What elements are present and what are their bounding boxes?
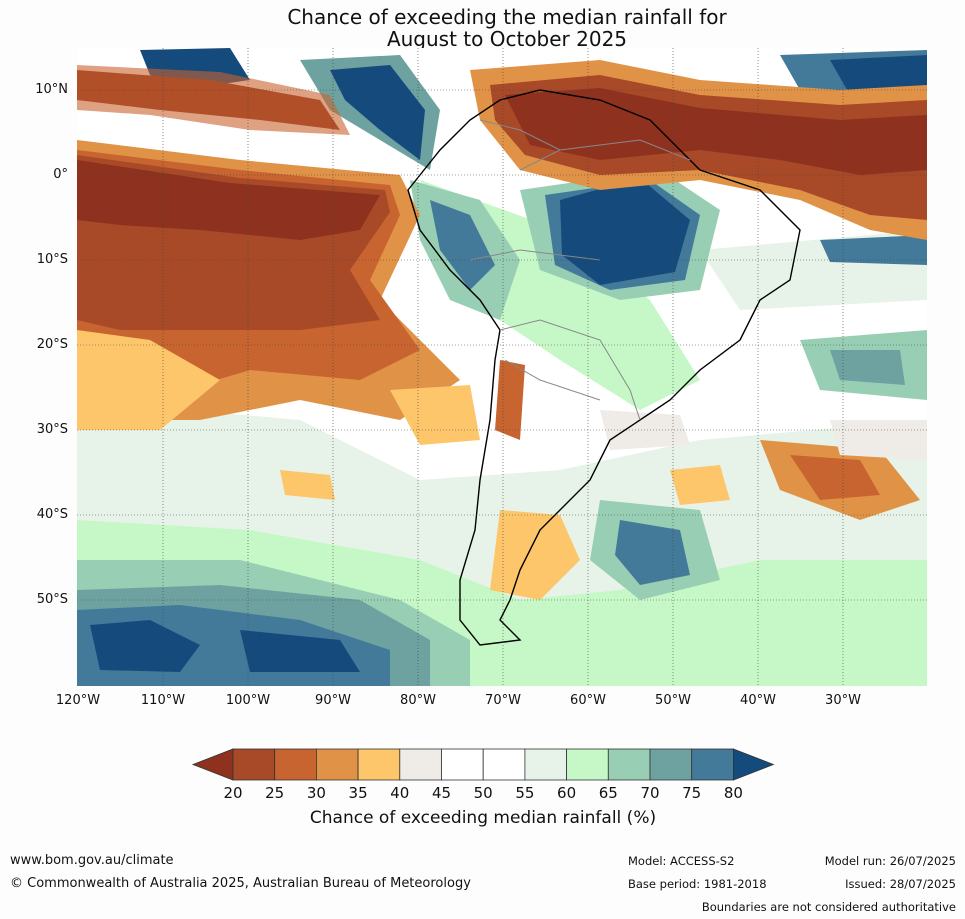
lat-label-30s: 30°S (36, 422, 68, 437)
lat-label-10s: 10°S (36, 252, 68, 267)
colorbar-bin (274, 748, 317, 781)
colorbar-bin (566, 748, 609, 781)
colorbar-bin (232, 748, 276, 781)
colorbar-bin (607, 748, 651, 781)
colorbar-tick-label: 30 (306, 784, 326, 802)
map-title-line-1: Chance of exceeding the median rainfall … (287, 5, 727, 29)
colorbar-tick-label: 80 (723, 784, 743, 802)
lon-label-70w: 70°W (485, 693, 521, 708)
lat-label-0: 0° (53, 167, 68, 182)
lon-label-90w: 90°W (315, 693, 351, 708)
footer-copyright: © Commonwealth of Australia 2025, Austra… (10, 876, 471, 891)
colorbar-bin (691, 748, 734, 781)
colorbar-tick-label: 60 (557, 784, 577, 802)
colorbar-bin (649, 748, 693, 781)
footer-model-run: Model run: 26/07/2025 (824, 854, 956, 868)
colorbar-bin (357, 748, 401, 781)
colorbar-tick-label: 75 (682, 784, 702, 802)
lat-label-10n: 10°N (35, 82, 68, 97)
colorbar-bin (482, 748, 526, 781)
colorbar-title: Chance of exceeding median rainfall (%) (309, 808, 657, 828)
colorbar-bin (315, 748, 359, 781)
lon-label-120w: 120°W (55, 693, 101, 708)
footer-disclaimer: Boundaries are not considered authoritat… (701, 900, 956, 914)
colorbar-bin (441, 748, 484, 781)
colorbar (191, 748, 775, 781)
map-graticule (77, 48, 927, 686)
lon-label-110w: 110°W (140, 693, 186, 708)
colorbar-tick-label: 45 (431, 784, 452, 802)
colorbar-tick-label: 40 (390, 784, 410, 802)
colorbar-tick-label: 25 (265, 784, 285, 802)
lon-label-50w: 50°W (655, 693, 691, 708)
footer-model: Model: ACCESS-S2 (628, 854, 735, 868)
rainfall-probability-field (77, 48, 927, 686)
lat-label-50s: 50°S (36, 592, 68, 607)
colorbar-extend-high (733, 748, 775, 781)
colorbar-bin (399, 748, 442, 781)
colorbar-bin (524, 748, 568, 781)
lon-label-40w: 40°W (740, 693, 776, 708)
lat-label-40s: 40°S (36, 507, 68, 522)
colorbar-extend-low (191, 748, 234, 781)
footer-issued: Issued: 28/07/2025 (845, 877, 956, 891)
lon-label-60w: 60°W (570, 693, 606, 708)
lon-label-30w: 30°W (825, 693, 861, 708)
lat-label-20s: 20°S (36, 337, 68, 352)
colorbar-tick-label: 55 (515, 784, 535, 802)
colorbar-tick-label: 20 (223, 784, 243, 802)
map-title-line-2: August to October 2025 (386, 27, 628, 51)
lon-label-100w: 100°W (225, 693, 271, 708)
footer-url[interactable]: www.bom.gov.au/climate (10, 853, 174, 868)
colorbar-tick-label: 65 (598, 784, 618, 802)
lon-label-80w: 80°W (400, 693, 436, 708)
colorbar-tick-label: 35 (348, 784, 368, 802)
colorbar-tick-label: 50 (473, 784, 493, 802)
colorbar-tick-label: 70 (640, 784, 660, 802)
footer-base-period: Base period: 1981-2018 (628, 877, 767, 891)
